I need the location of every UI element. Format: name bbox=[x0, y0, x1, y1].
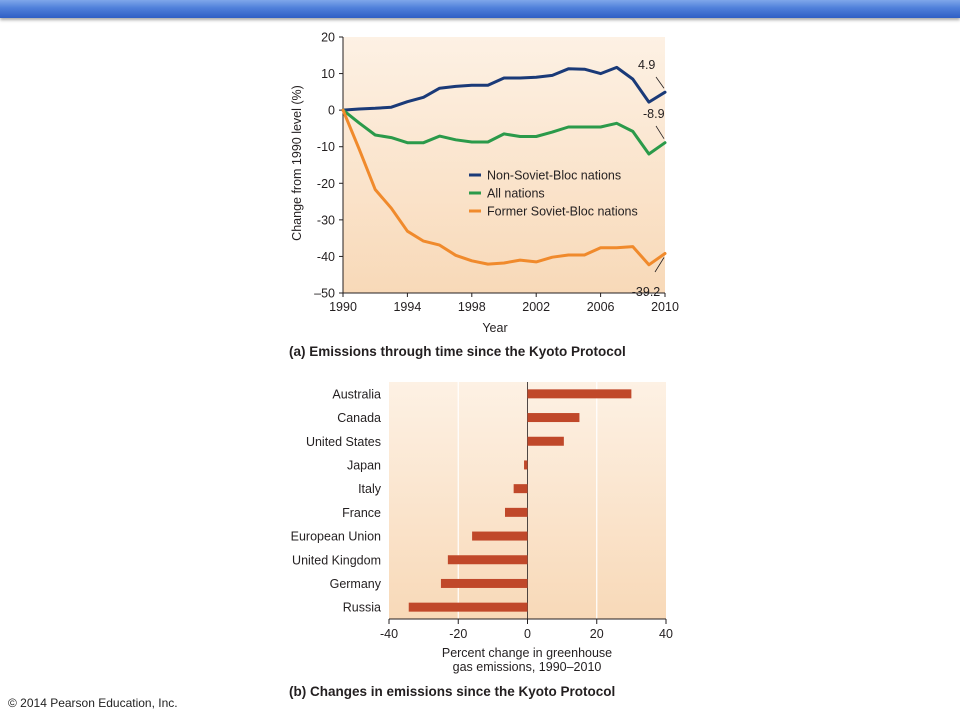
x-tick-label: 2006 bbox=[587, 300, 615, 314]
x-tick-label: 1990 bbox=[329, 300, 357, 314]
y-tick-label: –50 bbox=[314, 287, 335, 301]
annotation-leader-line bbox=[654, 257, 665, 273]
y-tick-label: 20 bbox=[321, 31, 335, 45]
annotation-leader-line bbox=[655, 76, 665, 89]
y-tick-label: -30 bbox=[317, 213, 335, 227]
legend-label: Former Soviet-Bloc nations bbox=[487, 205, 638, 219]
copyright-notice: © 2014 Pearson Education, Inc. bbox=[8, 696, 178, 710]
y-tick-label: -40 bbox=[317, 250, 335, 264]
y-axis-title: Change from 1990 level (%) bbox=[290, 85, 304, 241]
plot-area bbox=[343, 37, 665, 293]
y-tick-label: -20 bbox=[317, 177, 335, 191]
chart-a-caption: (a) Emissions through time since the Kyo… bbox=[289, 344, 626, 359]
annotation-leader-line bbox=[655, 125, 665, 139]
end-value-label: -8.9 bbox=[643, 107, 665, 121]
x-axis-title: Year bbox=[482, 321, 507, 335]
end-value-label: -39.2 bbox=[632, 285, 661, 299]
legend-label: Non-Soviet-Bloc nations bbox=[487, 169, 621, 183]
series-line-former-soviet-bloc bbox=[341, 108, 667, 267]
x-tick-label: 1994 bbox=[393, 300, 421, 314]
y-tick-label: -10 bbox=[317, 140, 335, 154]
chart-b-caption: (b) Changes in emissions since the Kyoto… bbox=[289, 684, 616, 699]
slide-title-bar bbox=[0, 0, 960, 18]
x-tick-label: 2002 bbox=[522, 300, 550, 314]
series-line-non-soviet-bloc bbox=[341, 65, 667, 112]
legend-label: All nations bbox=[487, 187, 545, 201]
end-value-label: 4.9 bbox=[638, 58, 655, 72]
y-tick-label: 0 bbox=[328, 104, 335, 118]
y-tick-label: 10 bbox=[321, 67, 335, 81]
series-line-all-nations bbox=[341, 108, 667, 156]
x-tick-label: 1998 bbox=[458, 300, 486, 314]
x-tick-label: 2010 bbox=[651, 300, 679, 314]
